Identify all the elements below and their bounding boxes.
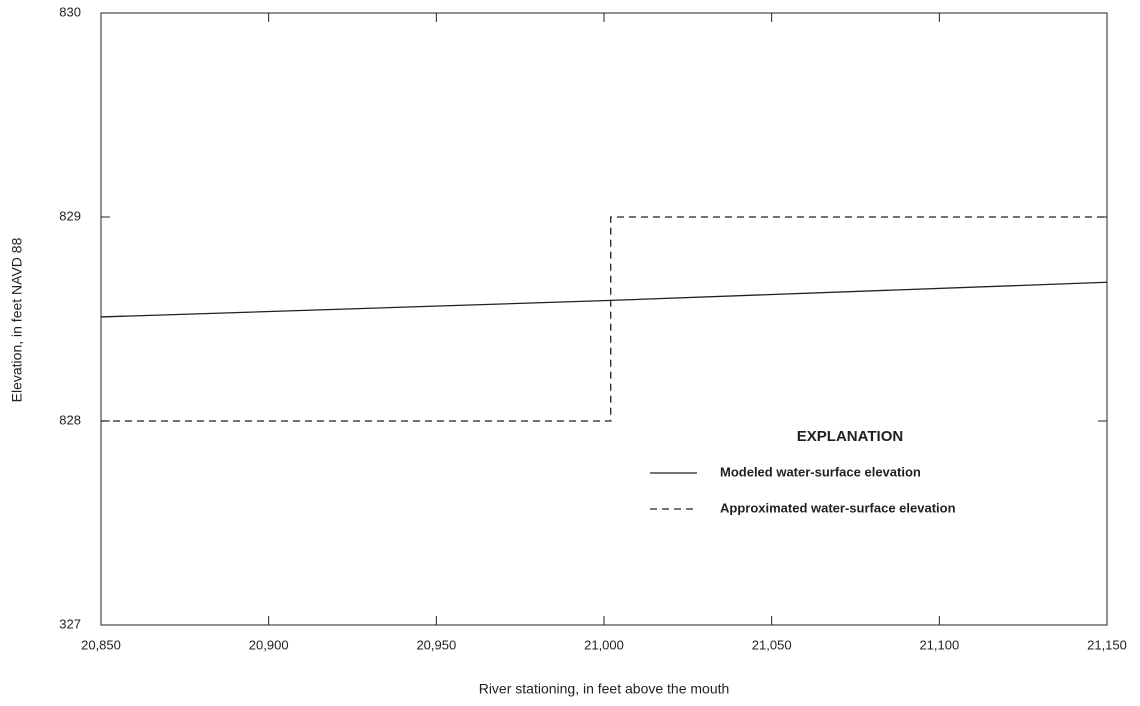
y-axis-title: Elevation, in feet NAVD 88 (9, 237, 25, 402)
x-tick-label: 21,100 (919, 637, 959, 652)
y-tick-label: 830 (59, 4, 81, 19)
x-tick-label: 20,900 (249, 637, 289, 652)
x-tick-label: 21,000 (584, 637, 624, 652)
legend-label: Modeled water-surface elevation (720, 464, 921, 479)
plot-frame (100, 12, 1108, 626)
data-line (101, 216, 1107, 422)
y-tick-label: 828 (59, 412, 81, 427)
y-tick-label: 829 (59, 208, 81, 223)
x-axis-title: River stationing, in feet above the mout… (479, 681, 730, 697)
x-tick-label: 21,150 (1087, 637, 1127, 652)
y-tick-label: 327 (59, 616, 81, 631)
x-tick-label: 20,850 (81, 637, 121, 652)
data-line (100, 281, 1108, 318)
legend-label: Approximated water-surface elevation (720, 500, 956, 515)
x-tick-label: 20,950 (416, 637, 456, 652)
legend-title: EXPLANATION (797, 428, 903, 445)
x-tick-label: 21,050 (752, 637, 792, 652)
